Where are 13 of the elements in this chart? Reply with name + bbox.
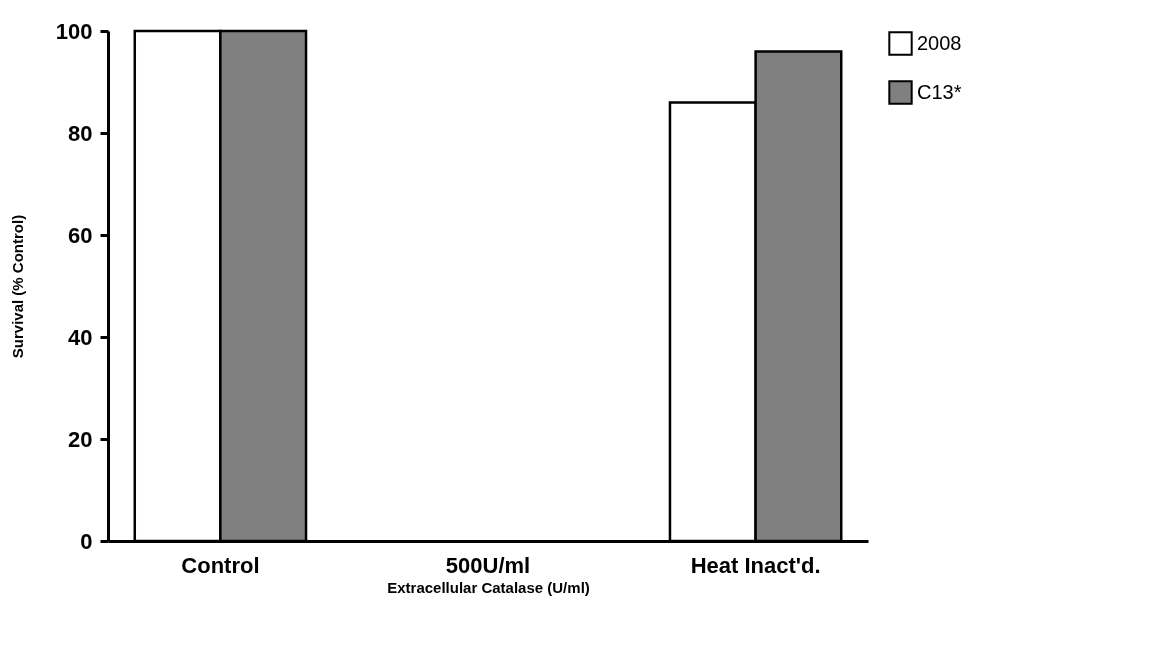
y-tick-label: 80 (68, 120, 93, 146)
x-tick-label: Control (181, 552, 260, 578)
legend-label: 2008 (917, 31, 962, 54)
y-tick-label: 100 (55, 18, 93, 44)
legend-label: C13* (917, 80, 962, 103)
x-tick-label: Heat Inact'd. (690, 552, 821, 578)
y-tick-label: 20 (68, 426, 93, 452)
y-tick-label: 0 (80, 528, 93, 554)
y-axis-title: Survival (% Control) (8, 214, 26, 359)
x-tick-label: 500U/ml (445, 552, 531, 578)
y-tick-label: 40 (68, 324, 93, 350)
y-tick-label: 60 (68, 222, 93, 248)
x-axis-title: Extracellular Catalase (U/ml) (387, 578, 590, 596)
